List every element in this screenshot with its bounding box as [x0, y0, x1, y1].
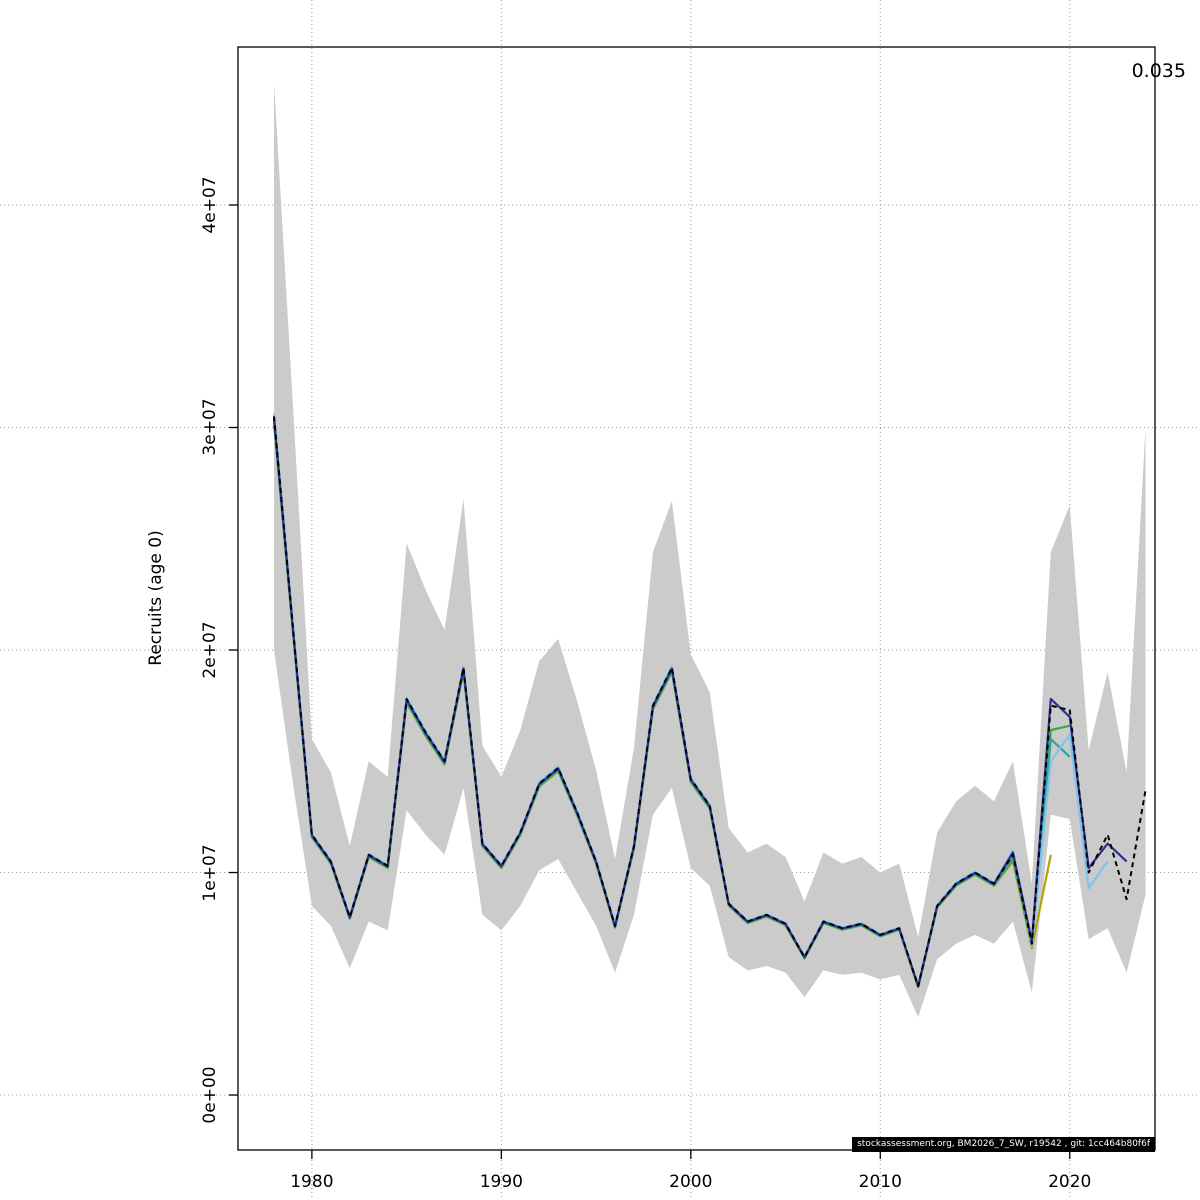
y-tick-label: 3e+07 [200, 398, 220, 457]
y-tick-label: 0e+00 [200, 1066, 220, 1124]
watermark-badge: stockassessment.org, BM2026_7_SW, r19542… [852, 1137, 1155, 1152]
y-tick-label: 4e+07 [200, 176, 220, 234]
base-estimate-line [273, 416, 1147, 988]
y-tick-label: 1e+07 [200, 843, 220, 902]
confidence-band [273, 82, 1146, 1018]
mohns-rho-value: 0.035 [1131, 60, 1186, 82]
plot-border [237, 46, 1156, 1151]
x-tick-label: 2020 [1048, 1172, 1092, 1192]
y-axis-title: Recruits (age 0) [146, 530, 166, 666]
y-tick-label: 2e+07 [200, 621, 220, 679]
x-tick-label: 1990 [479, 1172, 523, 1192]
x-tick-label: 1980 [290, 1172, 334, 1192]
x-tick-label: 2000 [669, 1172, 713, 1192]
x-tick-label: 2010 [858, 1172, 902, 1192]
